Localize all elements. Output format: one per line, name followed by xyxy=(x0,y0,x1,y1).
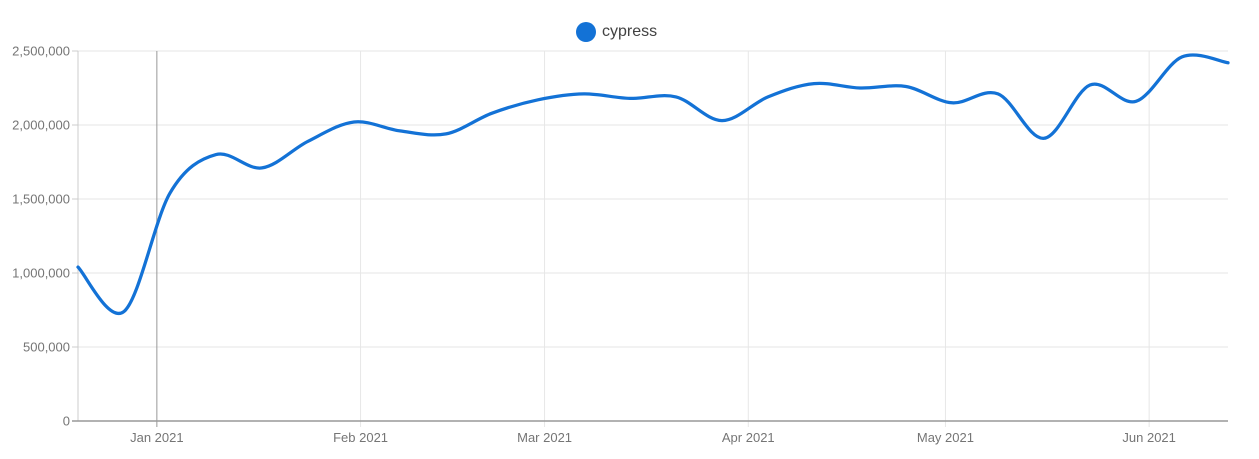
x-axis-label: Mar 2021 xyxy=(517,430,572,445)
x-axis-label: Apr 2021 xyxy=(722,430,775,445)
legend-series-label: cypress xyxy=(602,23,658,40)
chart-legend[interactable]: cypress xyxy=(576,22,657,42)
x-axis-label: Jan 2021 xyxy=(130,430,184,445)
y-axis-label: 2,000,000 xyxy=(12,118,70,133)
legend-series-dot-icon xyxy=(576,22,596,42)
y-axis-label: 0 xyxy=(63,414,70,429)
y-axis-label: 2,500,000 xyxy=(12,44,70,59)
series-line-cypress[interactable] xyxy=(76,53,1230,316)
y-axis-label: 500,000 xyxy=(23,340,70,355)
y-axis-label: 1,500,000 xyxy=(12,192,70,207)
x-axis-label: Feb 2021 xyxy=(333,430,388,445)
x-axis-label: May 2021 xyxy=(917,430,974,445)
y-axis-label: 1,000,000 xyxy=(12,266,70,281)
x-axis-label: Jun 2021 xyxy=(1122,430,1176,445)
